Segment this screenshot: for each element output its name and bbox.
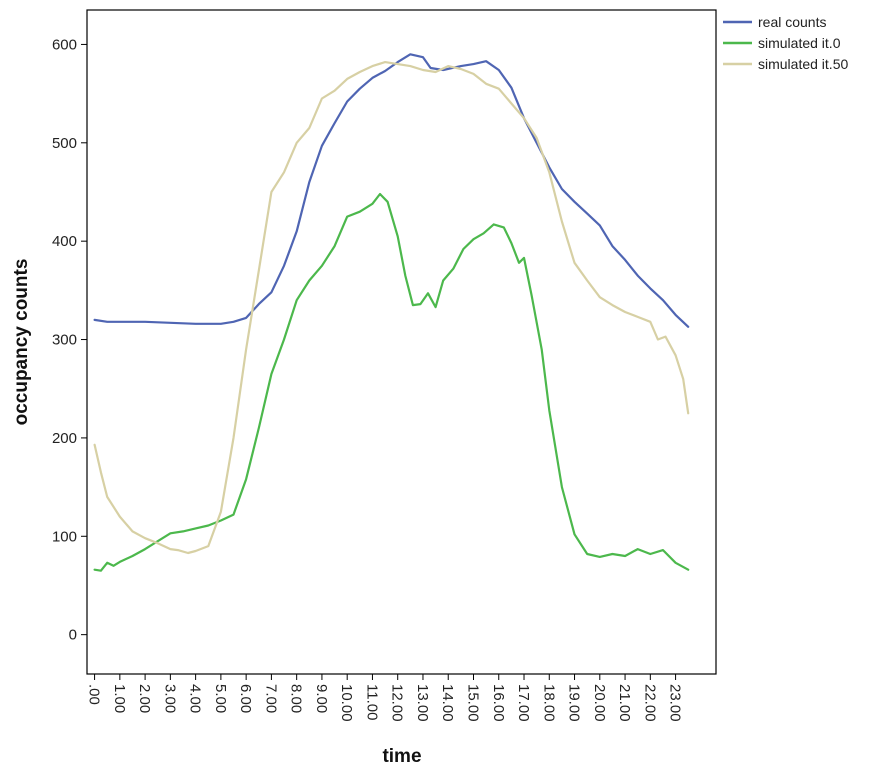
series-line-simulated-it-0 xyxy=(93,192,690,572)
y-axis-title: occupancy counts xyxy=(11,259,32,426)
x-tick-label: 1.00 xyxy=(111,684,128,713)
legend-label: simulated it.0 xyxy=(758,35,841,51)
x-tick-label: 10.00 xyxy=(338,684,355,722)
series-line-simulated-it-50 xyxy=(93,60,690,555)
x-tick-label: 2.00 xyxy=(136,684,153,713)
y-tick-label: 200 xyxy=(52,430,77,447)
series-lines xyxy=(93,53,690,572)
x-axis: .00 1.00 2.00 3.00 4.00 5.00 6.00 7.00 8.00 9.00 1… xyxy=(86,674,684,722)
x-tick-label: 14.00 xyxy=(439,684,456,722)
y-axis: 0 100 200 300 400 500 600 xyxy=(52,36,87,644)
x-tick-label: 6.00 xyxy=(237,684,254,713)
x-tick-label: 9.00 xyxy=(313,684,330,713)
x-tick-label: 20.00 xyxy=(591,684,608,722)
x-tick-label: 13.00 xyxy=(414,684,431,722)
y-tick-label: 300 xyxy=(52,332,77,349)
x-tick-label: 22.00 xyxy=(641,684,658,722)
y-tick-label: 400 xyxy=(52,233,77,250)
legend-label: simulated it.50 xyxy=(758,56,848,72)
x-tick-label: 21.00 xyxy=(616,684,633,722)
x-tick-label: 8.00 xyxy=(288,684,305,713)
x-tick-label: 7.00 xyxy=(262,684,279,713)
x-tick-label: 12.00 xyxy=(389,684,406,722)
x-tick-label: 18.00 xyxy=(540,684,557,722)
x-tick-label: 17.00 xyxy=(515,684,532,722)
x-tick-label: 15.00 xyxy=(464,684,481,722)
x-tick-label: .00 xyxy=(86,684,103,705)
x-tick-label: 19.00 xyxy=(566,684,583,722)
x-tick-label: 16.00 xyxy=(490,684,507,722)
y-tick-label: 0 xyxy=(69,627,77,644)
x-tick-label: 5.00 xyxy=(212,684,229,713)
x-tick-label: 4.00 xyxy=(187,684,204,713)
legend: real counts simulated it.0 simulated it.50 xyxy=(723,14,848,72)
series-line-real-counts xyxy=(93,53,690,328)
y-tick-label: 500 xyxy=(52,135,77,152)
y-tick-label: 600 xyxy=(52,36,77,53)
x-tick-label: 11.00 xyxy=(363,684,380,720)
y-tick-label: 100 xyxy=(52,528,77,545)
x-tick-label: 23.00 xyxy=(667,684,684,722)
plot-frame xyxy=(86,9,717,675)
x-axis-title: time xyxy=(382,746,421,767)
legend-label: real counts xyxy=(758,14,826,30)
x-tick-label: 3.00 xyxy=(161,684,178,713)
